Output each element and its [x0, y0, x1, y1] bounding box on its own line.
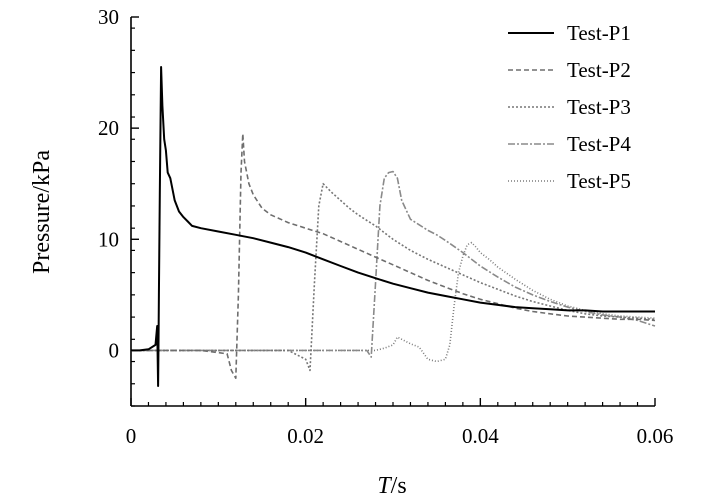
x-axis-title-unit: /s	[391, 473, 407, 499]
legend-label: Test-P5	[567, 169, 631, 193]
axes: 0 10 20 30 0 0.02 0.04 0.06	[98, 5, 673, 448]
x-axis-title-italic: T	[377, 473, 392, 499]
x-tick-label: 0	[126, 424, 137, 448]
legend: Test-P1 Test-P2 Test-P3 Test-P4 Test-P5	[508, 21, 631, 193]
series-line-test-p4	[131, 170, 656, 358]
series-line-test-p3	[131, 182, 656, 372]
y-tick-label: 30	[98, 5, 119, 29]
y-axis-title: Pressure/kPa	[29, 150, 55, 274]
axis-labels: T/s Pressure/kPa	[29, 150, 407, 499]
series-line-test-p5	[131, 241, 656, 363]
legend-label: Test-P2	[567, 58, 631, 82]
legend-label: Test-P1	[567, 21, 631, 45]
x-tick-label: 0.04	[462, 424, 499, 448]
y-tick-label: 0	[109, 338, 120, 362]
series-layer	[131, 66, 656, 387]
x-tick-label: 0.02	[287, 424, 324, 448]
legend-label: Test-P4	[567, 132, 631, 156]
x-tick-label: 0.06	[637, 424, 674, 448]
legend-label: Test-P3	[567, 95, 631, 119]
series-line-test-p1	[131, 66, 655, 387]
x-axis-title: T/s	[377, 473, 406, 499]
y-tick-label: 10	[98, 227, 119, 251]
y-tick-label: 20	[98, 116, 119, 140]
